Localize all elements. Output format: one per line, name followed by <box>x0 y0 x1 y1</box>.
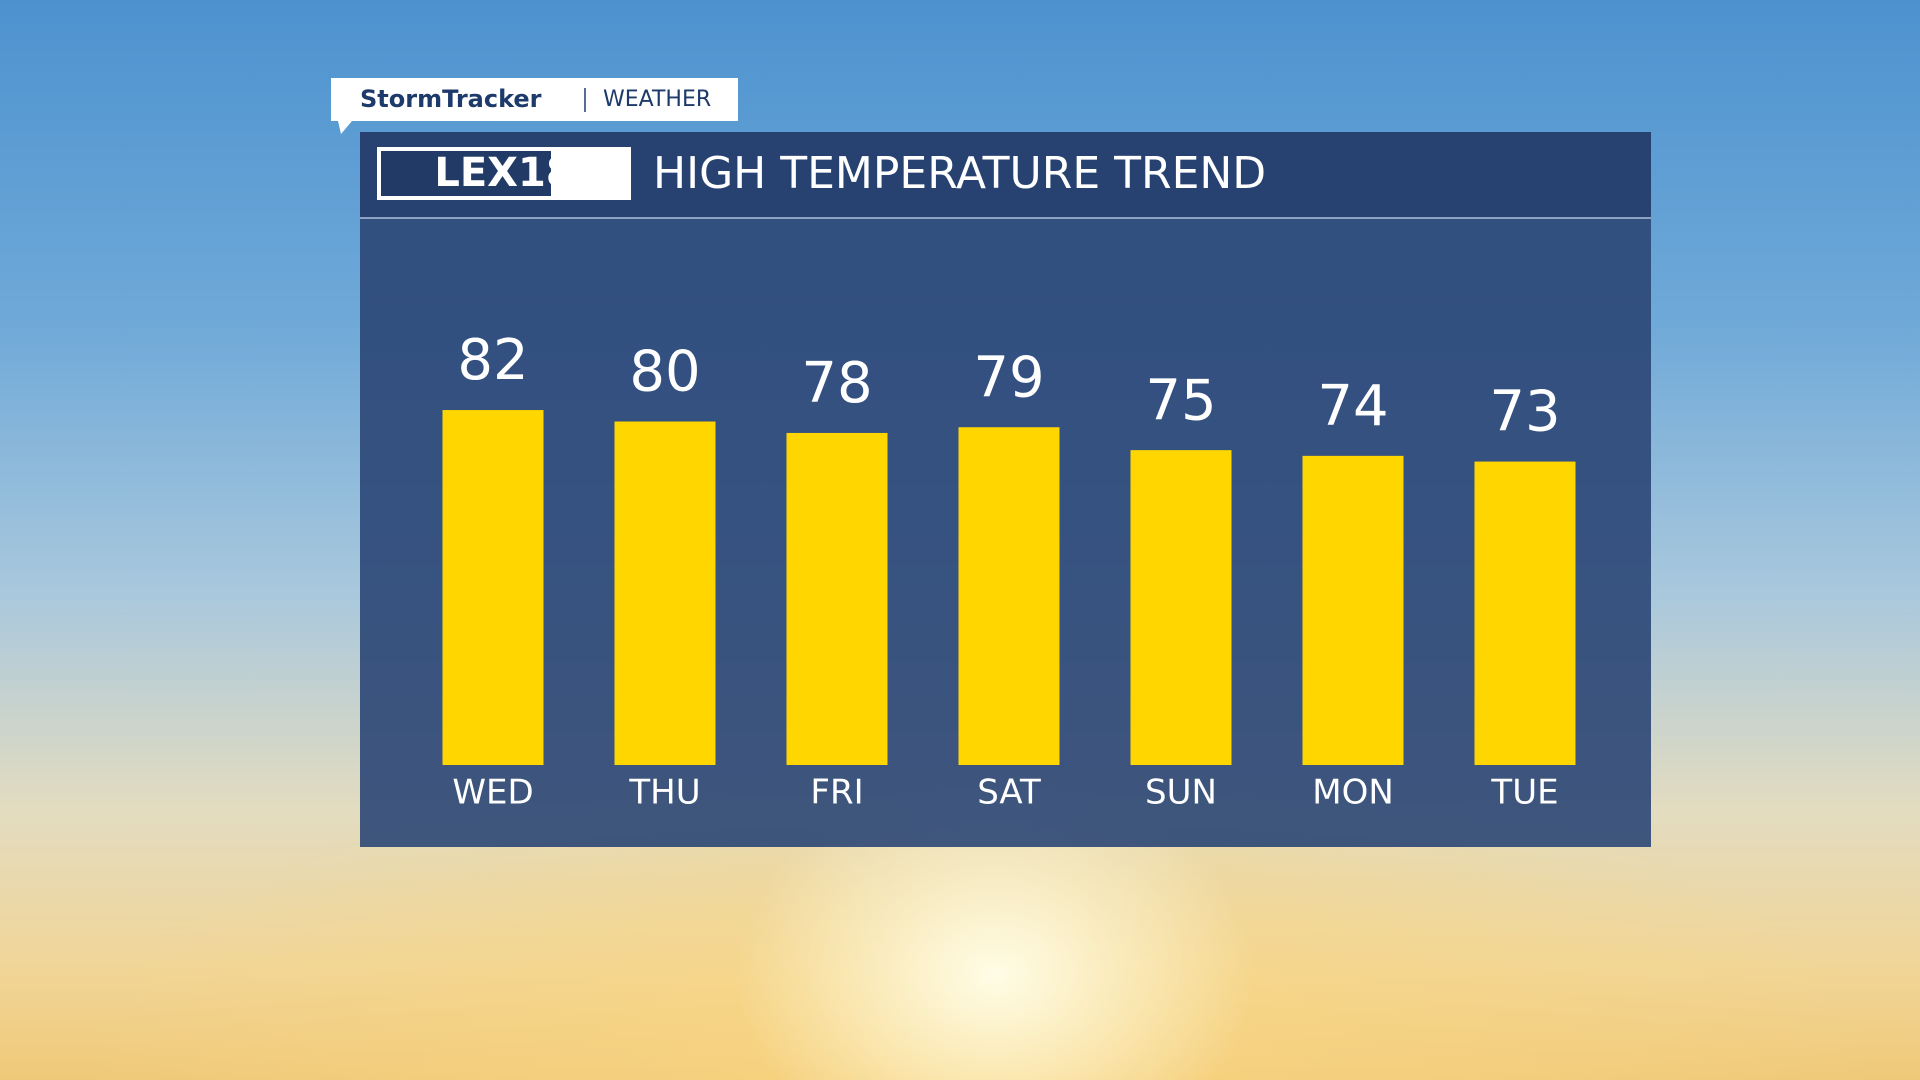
bar <box>958 427 1060 765</box>
x-tick-label: WED <box>452 773 533 813</box>
bar <box>442 410 544 765</box>
value-label: 80 <box>629 340 700 405</box>
brand-tag <box>331 78 738 134</box>
x-tick-label: FRI <box>810 773 863 813</box>
brand-section: WEATHER <box>603 87 711 112</box>
bar <box>1302 455 1404 765</box>
value-label: 74 <box>1317 374 1388 439</box>
station-logo-inner <box>381 151 551 196</box>
value-label: 73 <box>1489 380 1560 445</box>
station-name: LEX18 <box>434 150 573 196</box>
x-tick-label: THU <box>628 773 700 813</box>
value-label: 79 <box>973 345 1044 410</box>
bar <box>614 421 716 765</box>
value-label: 82 <box>457 328 528 393</box>
x-tick-label: TUE <box>1490 773 1558 813</box>
bar <box>1130 450 1232 765</box>
x-tick-label: SUN <box>1145 773 1217 813</box>
brand-show: StormTracker <box>360 85 542 113</box>
value-label: 75 <box>1145 368 1216 433</box>
x-tick-label: MON <box>1312 773 1394 813</box>
x-tick-label: SAT <box>977 773 1041 813</box>
value-label: 78 <box>801 351 872 416</box>
bar <box>786 432 888 765</box>
chart-title: HIGH TEMPERATURE TREND <box>653 148 1266 199</box>
bar <box>1474 461 1576 765</box>
